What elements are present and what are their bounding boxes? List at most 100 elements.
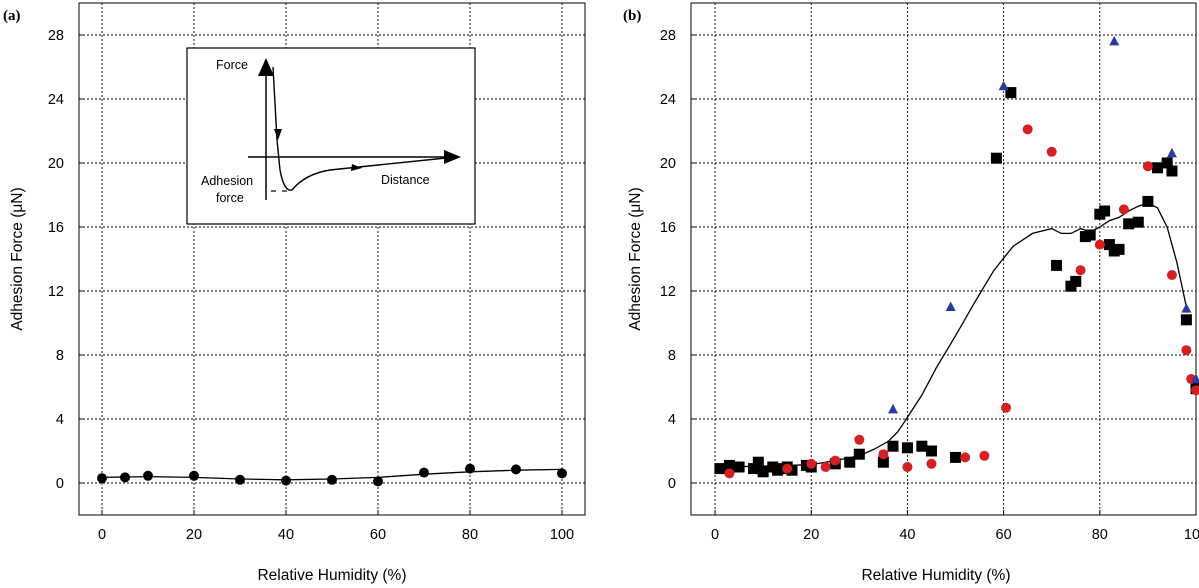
inset-adhesion-label-line2: force — [216, 191, 244, 205]
data-point-square — [1099, 205, 1111, 217]
data-point-square — [1051, 259, 1063, 271]
inset-force-label: Force — [216, 58, 248, 72]
x-tick-label: 20 — [186, 527, 202, 543]
data-point-triangle — [1109, 35, 1120, 46]
y-tick-label: 20 — [660, 156, 676, 172]
panel-b-y-axis-label: Adhesion Force (μN) — [627, 187, 644, 330]
data-point-square — [733, 461, 745, 473]
panel-b-x-ticks: 0 20 40 60 80 100 — [711, 510, 1199, 543]
data-point-square — [1084, 229, 1096, 241]
data-point-circle — [143, 470, 153, 481]
data-point-square — [1152, 162, 1164, 174]
panel-b-label: (b) — [623, 8, 641, 24]
data-point-circle — [511, 464, 521, 475]
y-tick-label: 8 — [668, 348, 676, 364]
y-tick-label: 0 — [668, 476, 676, 492]
y-tick-label: 4 — [668, 412, 676, 428]
data-point-square — [853, 448, 865, 460]
data-point-circle — [724, 468, 735, 479]
y-tick-label: 24 — [660, 92, 676, 108]
y-tick-label: 8 — [56, 348, 64, 364]
x-tick-label: 100 — [550, 527, 574, 543]
data-point-square — [723, 459, 735, 471]
data-point-square — [1180, 314, 1192, 326]
data-point-square — [1161, 157, 1173, 169]
inset-frame — [186, 47, 476, 225]
data-point-circle — [373, 476, 383, 487]
panel-a: (a) 0 20 40 60 80 100 0 4 8 12 16 20 24 28 Relative … — [3, 2, 586, 584]
data-point-circle — [902, 462, 913, 472]
data-point-circle — [557, 468, 567, 479]
data-point-circle — [806, 458, 817, 469]
panel-a-y-axis-label: Adhesion Force (μN) — [9, 187, 26, 330]
data-point-square — [1142, 195, 1154, 207]
data-point-triangle — [888, 403, 898, 414]
panel-b-fit-line — [714, 202, 1188, 468]
data-point-circle — [830, 455, 841, 466]
data-point-circle — [327, 474, 337, 485]
data-point-square — [786, 464, 798, 476]
data-point-circle — [1181, 345, 1192, 356]
data-point-triangle — [1166, 147, 1177, 158]
data-point-triangle — [1191, 373, 1199, 383]
panel-b-data-points — [714, 35, 1199, 479]
inset-force-distance-schematic: Force Distance Adhesion force — [186, 47, 476, 225]
panel-a-label: (a) — [3, 8, 21, 24]
data-point-circle — [1001, 402, 1012, 413]
data-point-circle — [120, 472, 130, 483]
data-point-circle — [235, 474, 245, 485]
x-tick-label: 100 — [1184, 527, 1199, 543]
data-point-square — [887, 440, 899, 452]
y-tick-label: 28 — [48, 28, 64, 44]
data-point-circle — [189, 470, 199, 481]
x-tick-label: 60 — [370, 527, 386, 543]
panel-b-y-ticks: 0 4 8 12 16 20 24 28 — [660, 28, 696, 492]
data-point-square — [1103, 239, 1115, 251]
data-point-square — [916, 440, 928, 452]
data-point-circle — [960, 452, 971, 463]
y-tick-label: 24 — [48, 92, 64, 108]
y-tick-label: 0 — [56, 476, 64, 492]
data-point-square — [990, 152, 1002, 164]
data-point-square — [748, 463, 760, 475]
data-point-circle — [1022, 124, 1033, 135]
inset-approach-arrow — [274, 129, 282, 140]
data-point-square — [1070, 275, 1082, 287]
data-point-circle — [820, 462, 831, 472]
data-point-square — [925, 445, 937, 457]
data-point-square — [950, 451, 962, 463]
data-point-triangle — [1181, 303, 1192, 313]
inset-force-axis-arrowhead — [258, 58, 274, 76]
inset-force-curve — [272, 66, 447, 191]
data-point-square — [844, 456, 856, 468]
data-point-circle — [97, 473, 107, 484]
y-tick-label: 12 — [48, 284, 64, 300]
y-tick-label: 12 — [660, 284, 676, 300]
inset-distance-axis-arrowhead — [444, 150, 461, 164]
data-point-circle — [281, 475, 291, 486]
x-tick-label: 40 — [899, 527, 915, 543]
inset-adhesion-label-line1: Adhesion — [201, 174, 253, 188]
data-point-triangle — [998, 80, 1009, 91]
panel-a-y-ticks: 0 4 8 12 16 20 24 28 — [48, 28, 84, 492]
y-tick-label: 16 — [48, 220, 64, 236]
data-point-circle — [979, 450, 990, 461]
data-point-circle — [1166, 270, 1177, 280]
data-point-square — [1166, 165, 1178, 177]
data-point-square — [1005, 87, 1017, 99]
data-point-circle — [1075, 265, 1086, 276]
y-tick-label: 28 — [660, 28, 676, 44]
data-point-circle — [782, 463, 793, 474]
x-tick-label: 0 — [98, 527, 106, 543]
inset-retract-arrow — [351, 164, 362, 171]
data-point-square — [877, 456, 889, 468]
x-tick-label: 80 — [462, 527, 478, 543]
y-tick-label: 4 — [56, 412, 64, 428]
data-point-square — [1123, 218, 1135, 230]
x-tick-label: 60 — [996, 527, 1012, 543]
panel-b-plot-frame — [690, 2, 1197, 516]
inset-distance-label: Distance — [381, 173, 430, 187]
data-point-circle — [854, 434, 865, 445]
data-point-square — [757, 466, 769, 478]
